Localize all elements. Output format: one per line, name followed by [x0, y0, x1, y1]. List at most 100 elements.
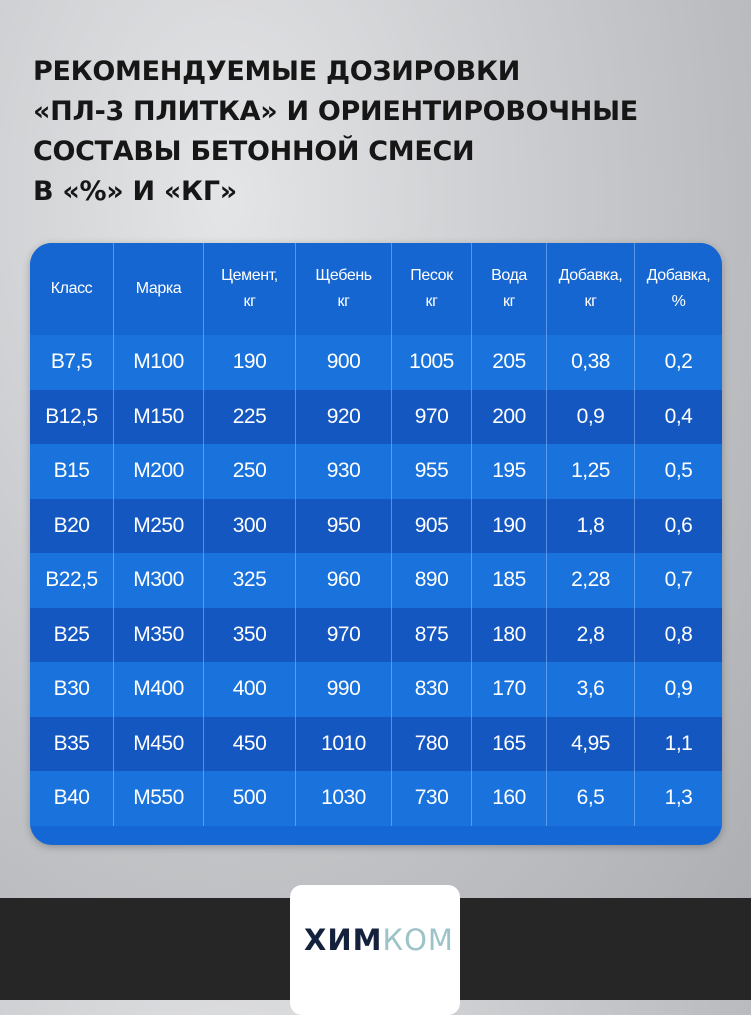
header-cell: Вода кг	[472, 243, 547, 335]
table-cell: 970	[296, 607, 392, 662]
table-cell: 160	[472, 771, 547, 826]
table-cell: 730	[392, 771, 472, 826]
table-cell: В7,5	[30, 335, 114, 390]
table-cell: В15	[30, 444, 114, 499]
table-cell: 990	[296, 662, 392, 717]
table-cell: 0,7	[664, 568, 693, 592]
table-row: В30 М400 400 990 830 170 3,6 0,9	[30, 662, 722, 717]
table-cell: 6,5	[547, 771, 635, 826]
table-cell: 200	[472, 389, 547, 444]
header-cell: Добавка, %	[646, 267, 711, 310]
table-cell: 930	[296, 444, 392, 499]
table-cell: 970	[392, 389, 472, 444]
title-line: «ПЛ-3 ПЛИТКА» И ОРИЕНТИРОВОЧНЫЕ	[33, 96, 638, 127]
table-cell: М200	[114, 444, 204, 499]
logo-part-1: ХИМ	[304, 923, 383, 957]
table-cell: 170	[472, 662, 547, 717]
title-line: СОСТАВЫ БЕТОННОЙ СМЕСИ	[33, 136, 475, 167]
table-cell: 450	[204, 716, 296, 771]
table-cell: М550	[114, 771, 204, 826]
table-cell: 165	[472, 716, 547, 771]
table-cell: 0,5	[664, 459, 693, 483]
table-cell: 500	[204, 771, 296, 826]
table-row: В22,5 М300 325 960 890 185 2,28 0,7	[30, 553, 722, 608]
table-cell: 190	[204, 335, 296, 390]
table-cell: 250	[204, 444, 296, 499]
table-row: В35 М450 450 1010 780 165 4,95 1,1	[30, 716, 722, 771]
table-cell: М400	[114, 662, 204, 717]
table-cell: 4,95	[547, 716, 635, 771]
table-cell: В12,5	[30, 389, 114, 444]
table-cell: 2,8	[547, 607, 635, 662]
table-cell: 0,6	[664, 513, 693, 537]
table-row: В12,5 М150 225 920 970 200 0,9 0,4	[30, 389, 722, 444]
title-line: РЕКОМЕНДУЕМЫЕ ДОЗИРОВКИ	[33, 56, 521, 87]
table-cell: 1030	[296, 771, 392, 826]
table-cell: 0,9	[547, 389, 635, 444]
table-cell: 955	[392, 444, 472, 499]
header-cell: Марка	[114, 243, 204, 335]
table-cell: 0,9	[664, 677, 693, 701]
page-title: РЕКОМЕНДУЕМЫЕ ДОЗИРОВКИ «ПЛ-3 ПЛИТКА» И …	[33, 52, 733, 212]
table-header: Класс Марка Цемент, кг Щебень кг Песок кг Вод…	[30, 243, 722, 335]
table-cell: В20	[30, 498, 114, 553]
table-cell: 400	[204, 662, 296, 717]
table-cell: В35	[30, 716, 114, 771]
table-cell: 225	[204, 389, 296, 444]
table-cell: М450	[114, 716, 204, 771]
table-cell: 300	[204, 498, 296, 553]
table-cell: 0,8	[664, 622, 693, 646]
table-cell: М150	[114, 389, 204, 444]
table-cell: 1,25	[547, 444, 635, 499]
table-cell: М100	[114, 335, 204, 390]
dosage-table: Класс Марка Цемент, кг Щебень кг Песок кг Вод…	[30, 243, 722, 845]
table-cell: 905	[392, 498, 472, 553]
table-cell: М250	[114, 498, 204, 553]
table-cell: 185	[472, 553, 547, 608]
title-line: В «%» И «КГ»	[33, 176, 237, 207]
header-cell: Цемент, кг	[204, 243, 296, 335]
header-cell: Добавка, кг	[547, 243, 635, 335]
table-cell: 190	[472, 498, 547, 553]
table-cell: 1,1	[664, 731, 693, 755]
table-row: В15 М200 250 930 955 195 1,25 0,5	[30, 444, 722, 499]
table-cell: 920	[296, 389, 392, 444]
header-cell: Класс	[30, 243, 114, 335]
table-cell: 890	[392, 553, 472, 608]
header-cell: Песок кг	[392, 243, 472, 335]
table-cell: 2,28	[547, 553, 635, 608]
table-cell: 0,38	[547, 335, 635, 390]
logo-part-2: КОМ	[382, 923, 454, 957]
table-cell: 900	[296, 335, 392, 390]
table-cell: М300	[114, 553, 204, 608]
table-cell: 180	[472, 607, 547, 662]
table-cell: 195	[472, 444, 547, 499]
table-cell: В25	[30, 607, 114, 662]
table-row: В7,5 М100 190 900 1005 205 0,38 0,2	[30, 335, 722, 390]
logo-card: ХИМКОМ	[290, 885, 460, 1015]
table-cell: 875	[392, 607, 472, 662]
table-row: В20 М250 300 950 905 190 1,8 0,6	[30, 498, 722, 553]
table-cell: 0,4	[664, 404, 693, 428]
table-cell: 350	[204, 607, 296, 662]
table-cell: 3,6	[547, 662, 635, 717]
header-cell: Щебень кг	[296, 243, 392, 335]
table-cell: 0,2	[664, 350, 693, 374]
table-cell: 780	[392, 716, 472, 771]
table-cell: В30	[30, 662, 114, 717]
table-cell: 1005	[392, 335, 472, 390]
table-cell: В40	[30, 771, 114, 826]
table-row: В40 М550 500 1030 730 160 6,5 1,3	[30, 771, 722, 826]
table-cell: 830	[392, 662, 472, 717]
table-cell: 1,3	[664, 786, 693, 810]
table-cell: М350	[114, 607, 204, 662]
table-row: В25 М350 350 970 875 180 2,8 0,8	[30, 607, 722, 662]
table-cell: 960	[296, 553, 392, 608]
table-cell: 1010	[296, 716, 392, 771]
table-cell: В22,5	[30, 553, 114, 608]
table-cell: 205	[472, 335, 547, 390]
table-cell: 325	[204, 553, 296, 608]
table-cell: 1,8	[547, 498, 635, 553]
table-cell: 950	[296, 498, 392, 553]
himkom-logo: ХИМКОМ	[304, 923, 454, 957]
